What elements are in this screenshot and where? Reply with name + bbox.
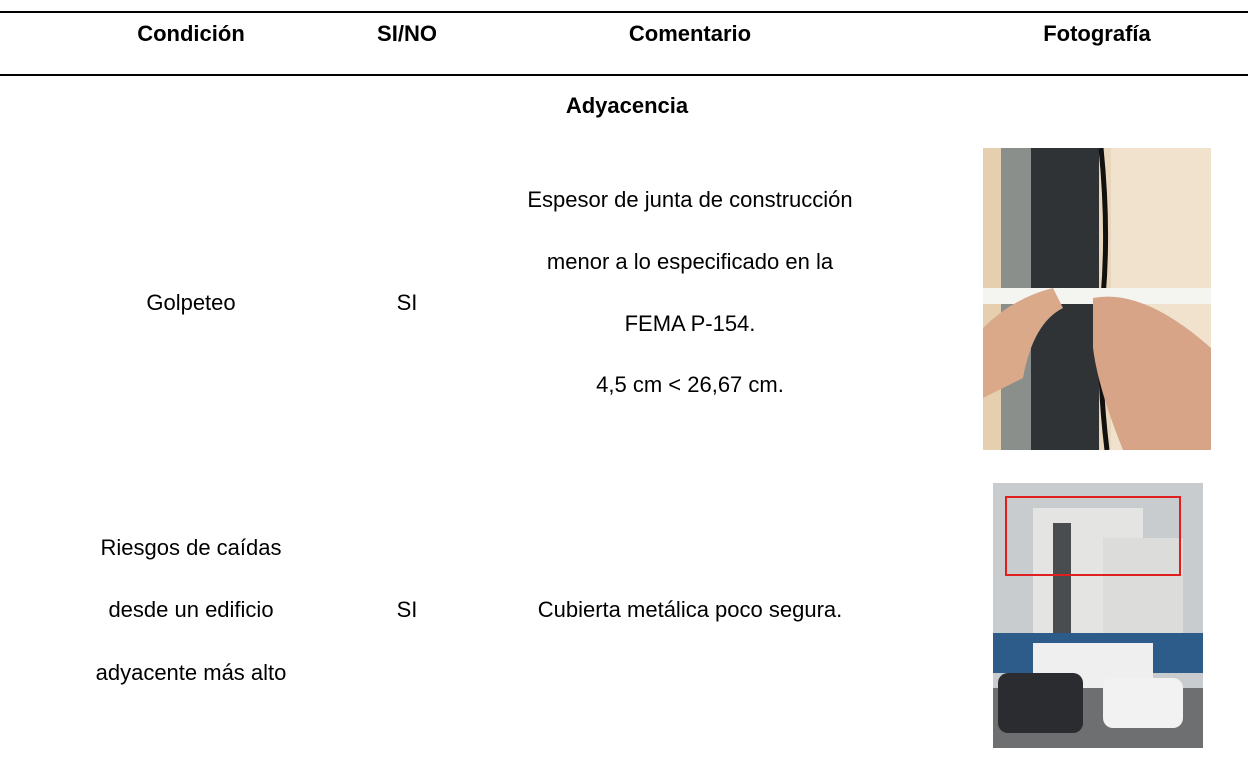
section-title: Adyacencia (565, 93, 689, 118)
header-cell: Condición (137, 21, 245, 46)
header-rule (0, 74, 1248, 76)
header-cell: Fotografía (1043, 21, 1151, 46)
comment: FEMA P-154. (624, 311, 756, 336)
condition: Riesgos de caídas (100, 535, 282, 560)
photo (993, 483, 1203, 748)
condition: adyacente más alto (95, 660, 287, 685)
comment: Espesor de junta de construcción (527, 187, 853, 212)
comment: 4,5 cm < 26,67 cm. (596, 372, 784, 397)
comment: menor a lo especificado en la (546, 249, 834, 274)
answer: SI (396, 290, 418, 315)
top-rule (0, 11, 1248, 13)
header-cell: Comentario (628, 21, 752, 46)
condition: desde un edificio (108, 597, 274, 622)
condition: Golpeteo (146, 290, 236, 315)
comment: Cubierta metálica poco segura. (537, 597, 843, 622)
photo (983, 148, 1211, 450)
answer: SI (396, 597, 418, 622)
header-cell: SI/NO (377, 21, 437, 46)
